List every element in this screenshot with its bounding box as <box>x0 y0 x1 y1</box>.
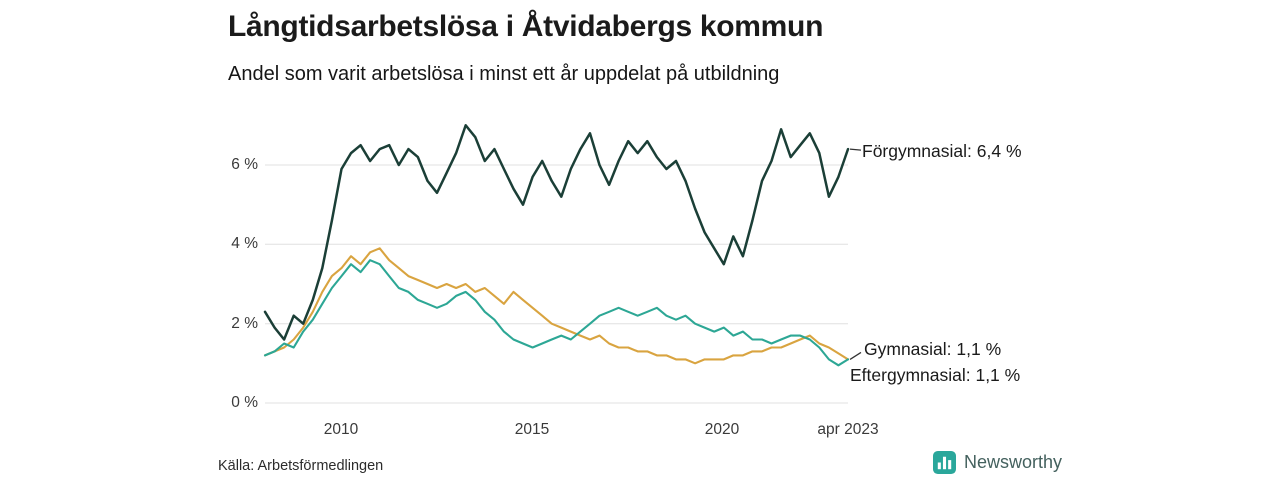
y-axis-tick-label: 6 % <box>231 156 258 173</box>
x-axis-tick-label: 2010 <box>323 421 359 438</box>
label-leader-line <box>849 148 862 151</box>
x-axis-tick-label: 2020 <box>704 421 740 438</box>
newsworthy-logo-icon <box>933 451 956 474</box>
chart-title: Långtidsarbetslösa i Åtvidabergs kommun <box>228 10 824 43</box>
series-end-label-forgymnasial: Förgymnasial: 6,4 % <box>862 141 1022 161</box>
x-axis-tick-label: 2015 <box>514 421 550 438</box>
source-attribution: Källa: Arbetsförmedlingen <box>218 458 384 474</box>
chart-subtitle: Andel som varit arbetslösa i minst ett å… <box>228 63 780 85</box>
series-line-gymnasial <box>263 259 850 367</box>
label-leader-line <box>849 351 862 360</box>
y-axis-tick-label: 0 % <box>231 394 258 411</box>
series-end-label-gymnasial: Gymnasial: 1,1 % <box>864 339 1002 359</box>
x-axis-tick-label: apr 2023 <box>817 421 879 438</box>
series-end-label-eftergymnasial: Eftergymnasial: 1,1 % <box>850 365 1021 385</box>
newsworthy-brand[interactable]: Newsworthy <box>933 451 1062 474</box>
y-axis-tick-label: 2 % <box>231 315 258 332</box>
series-line-förgymnasial <box>263 124 850 341</box>
newsworthy-wordmark: Newsworthy <box>964 452 1063 472</box>
y-axis-tick-label: 4 % <box>231 235 258 252</box>
series-line-eftergymnasial <box>263 247 850 365</box>
